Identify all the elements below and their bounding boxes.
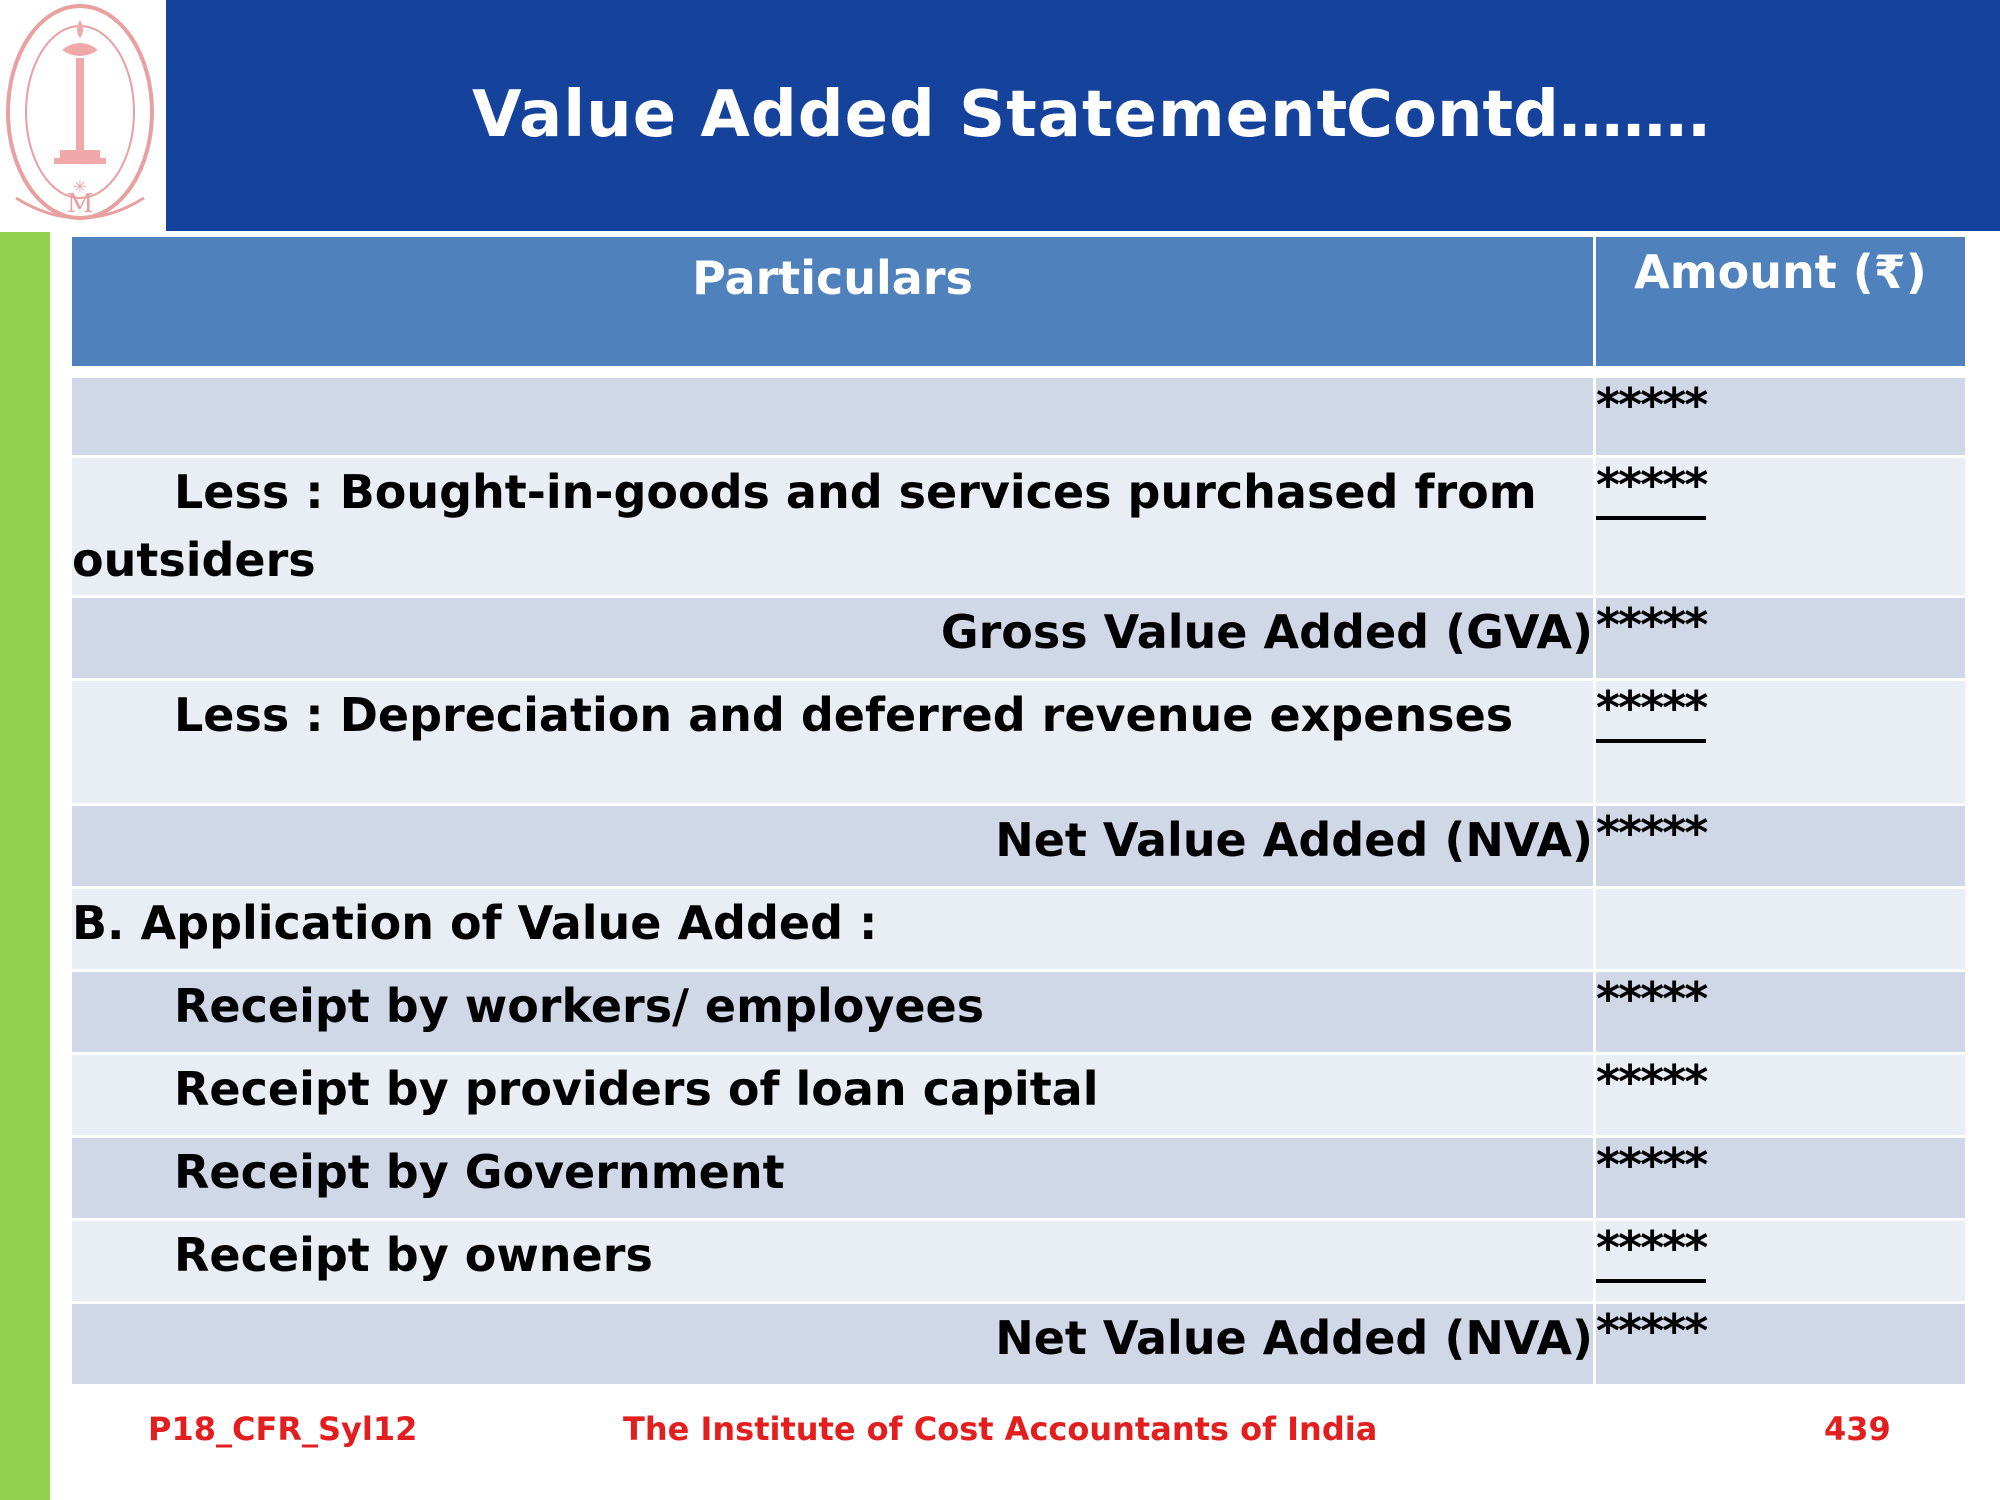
table-row: Gross Value Added (GVA) ***** — [69, 595, 1968, 681]
table-row: Receipt by owners ***** — [69, 1218, 1968, 1304]
row-label: Receipt by providers of loan capital — [174, 1062, 1099, 1116]
institute-seal-icon: M ✳ — [6, 4, 154, 220]
table-row: Receipt by workers/ employees ***** — [69, 969, 1968, 1055]
table-row: Less : Bought-in-goods and services purc… — [69, 455, 1968, 598]
column-header-particulars: Particulars — [69, 234, 1596, 369]
row-label — [69, 375, 1596, 458]
row-label: Receipt by owners — [174, 1228, 653, 1282]
row-amount: ***** — [1596, 1138, 1708, 1192]
row-label: Less : Bought-in-goods and services purc… — [72, 465, 1537, 587]
row-amount: ***** — [1596, 458, 1708, 520]
table-row: ***** — [69, 375, 1968, 458]
table-row: Receipt by Government ***** — [69, 1135, 1968, 1221]
row-label: Net Value Added (NVA) — [69, 803, 1596, 889]
svg-text:M: M — [67, 189, 94, 219]
table-row: B. Application of Value Added : — [69, 886, 1968, 972]
page-number: 439 — [1824, 1410, 1891, 1448]
table-row: Net Value Added (NVA) ***** — [69, 803, 1968, 889]
row-label: Receipt by Government — [174, 1145, 785, 1199]
table-row: Net Value Added (NVA) ***** — [69, 1301, 1968, 1387]
row-amount: ***** — [1596, 972, 1708, 1026]
value-added-table: Particulars Amount (₹) ***** Less : Boug… — [69, 234, 1968, 1387]
row-amount: ***** — [1596, 378, 1708, 432]
page-title: Value Added Statement — [472, 78, 1349, 152]
table-row: Less : Depreciation and deferred revenue… — [69, 678, 1968, 806]
title-band: Value Added Statement Contd……. — [166, 0, 2000, 231]
row-amount: ***** — [1596, 598, 1708, 652]
row-amount: ***** — [1596, 1055, 1708, 1109]
section-heading: B. Application of Value Added : — [69, 886, 1596, 972]
row-label: Net Value Added (NVA) — [69, 1301, 1596, 1387]
footer-institute: The Institute of Cost Accountants of Ind… — [623, 1410, 1378, 1448]
side-accent-bar — [0, 232, 50, 1500]
row-label: Receipt by workers/ employees — [174, 979, 985, 1033]
row-label: Gross Value Added (GVA) — [69, 595, 1596, 681]
footer-code: P18_CFR_Syl12 — [148, 1410, 418, 1448]
row-amount: ***** — [1596, 1304, 1708, 1358]
row-amount: ***** — [1596, 681, 1708, 743]
table-header-row: Particulars Amount (₹) — [69, 234, 1968, 369]
row-amount: ***** — [1596, 1221, 1708, 1283]
page-title-suffix: Contd……. — [1346, 78, 1712, 152]
table-row: Receipt by providers of loan capital ***… — [69, 1052, 1968, 1138]
svg-text:✳: ✳ — [73, 177, 86, 196]
row-amount: ***** — [1596, 806, 1708, 860]
row-label: Less : Depreciation and deferred revenue… — [174, 688, 1514, 742]
institute-logo: M ✳ — [0, 0, 166, 232]
column-header-amount: Amount (₹) — [1593, 234, 1968, 369]
